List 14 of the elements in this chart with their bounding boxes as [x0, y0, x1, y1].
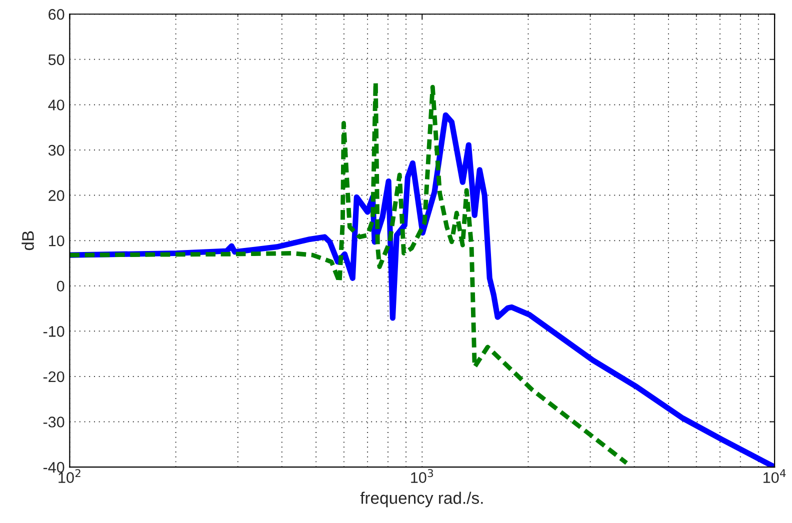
y-tick-label: -30 — [43, 416, 64, 428]
y-tick-label: 50 — [48, 54, 64, 66]
y-tick-label: 20 — [48, 190, 64, 201]
y-tick-label: 0 — [56, 280, 64, 292]
y-tick-label: 30 — [48, 144, 64, 156]
y-tick-label: -20 — [43, 371, 64, 382]
y-tick-label: 60 — [48, 8, 64, 20]
x-tick-label: 10$^{3}$ — [411, 469, 433, 484]
y-tick-label: -10 — [43, 326, 64, 337]
y-tick-label: 10 — [49, 235, 64, 246]
y-axis-title: dB — [22, 231, 34, 250]
x-axis-title: frequency rad./s. — [360, 492, 483, 508]
x-tick-label: 10$^{4}$ — [764, 469, 786, 484]
y-tick-label: 40 — [48, 100, 64, 110]
